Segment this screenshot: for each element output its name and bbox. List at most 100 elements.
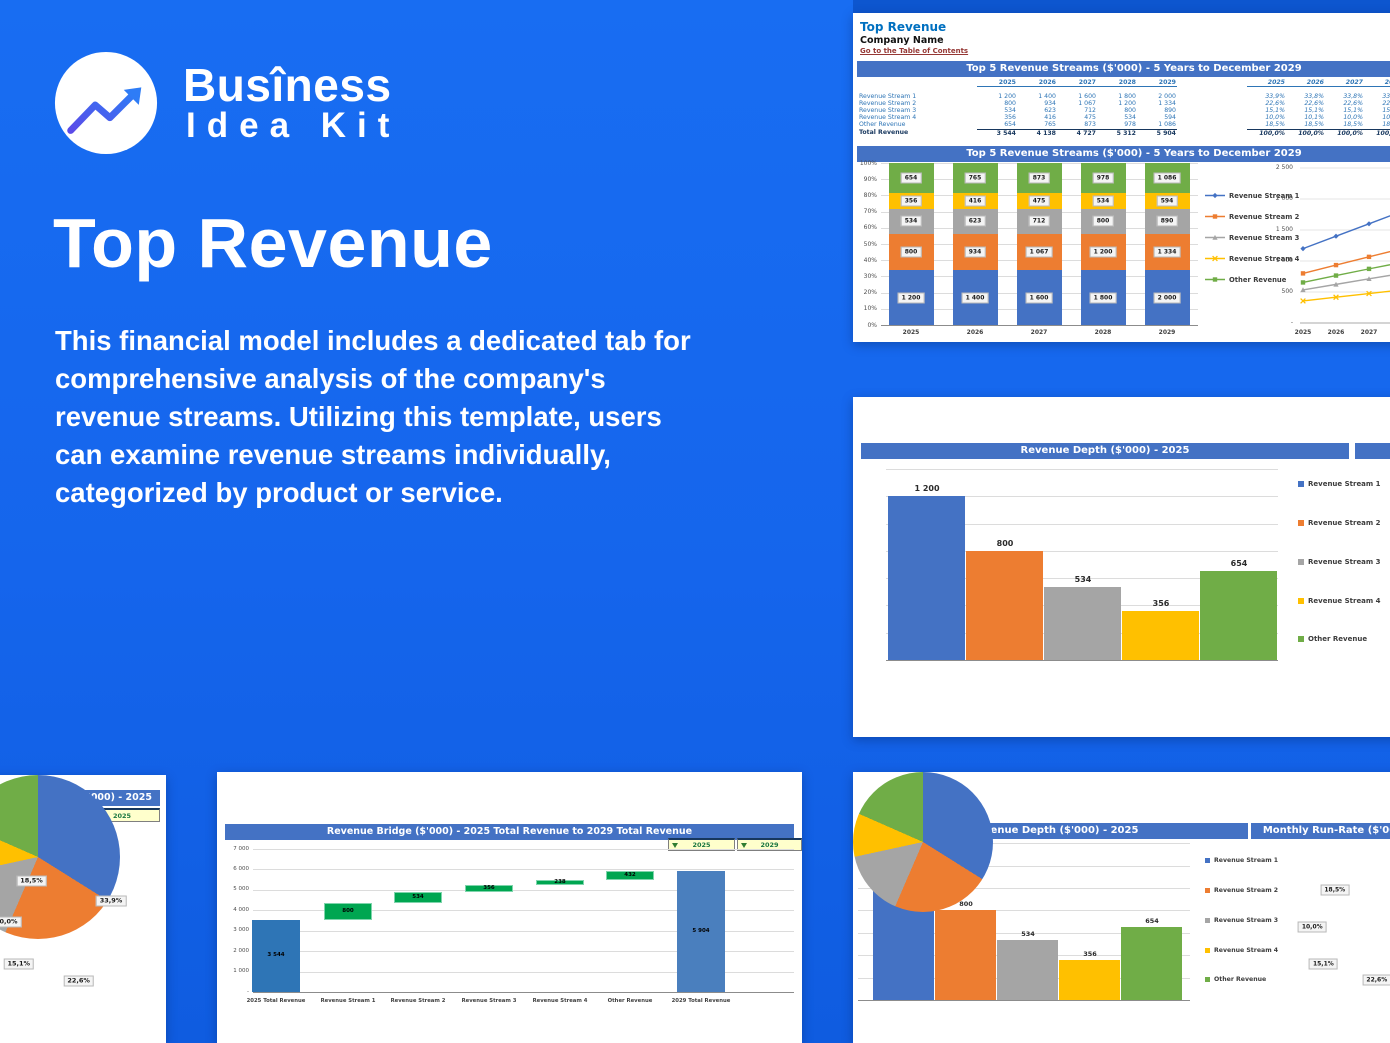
table-cell-pct: 33,8%: [1304, 93, 1324, 101]
legend-label: Revenue Stream 3: [1308, 558, 1381, 566]
gridline: [881, 292, 1198, 294]
column-bar: [966, 550, 1043, 660]
y-axis-tick: 10%: [863, 305, 877, 313]
bar-segment: [888, 233, 934, 271]
waterfall-bar-label: 432: [624, 872, 636, 879]
legend-marker: [1212, 234, 1218, 240]
legend-swatch: [1298, 520, 1304, 526]
y-axis-tick: 50%: [863, 240, 877, 248]
y-axis-tick: 2 500: [1275, 164, 1293, 171]
y-axis-tick: 1 500: [1275, 226, 1293, 233]
gridline: [881, 195, 1198, 197]
table-row-label: Total Revenue: [859, 129, 909, 137]
bar-label-chip: 934: [964, 246, 986, 258]
bar-segment: [952, 192, 998, 210]
table-cell-pct: 15,1%: [1304, 107, 1324, 115]
brand-name-line1: Busîness: [183, 59, 392, 111]
table-cell-pct: 22,6%: [1382, 100, 1390, 108]
bar-label-chip: 2 000: [1153, 292, 1181, 304]
x-axis-line: [881, 325, 1198, 326]
table-cell-pct: 33,8%: [1343, 93, 1363, 101]
bar-label-chip: 356: [900, 195, 922, 207]
bar-segment: [1016, 233, 1062, 271]
series-line: [1302, 264, 1390, 284]
year-filter-value: 2025: [112, 812, 132, 820]
y-axis-tick: 60%: [863, 224, 877, 232]
table-row: Revenue Stream 2 800 934 1 067 1 200 1 334 22,…: [859, 100, 1390, 107]
bar-segment: [952, 270, 998, 325]
legend-item: Revenue Stream 2: [1298, 519, 1381, 527]
y-axis-tick: 500: [1281, 288, 1293, 295]
legend-item: Revenue Stream 3: [1205, 917, 1278, 924]
series-marker: [1366, 254, 1372, 260]
table-of-contents-link[interactable]: Go to the Table of Contents: [860, 47, 969, 55]
table-cell-value: 1 600: [1078, 93, 1096, 101]
gridline: [253, 889, 794, 891]
legend-item: Revenue Stream 3: [1298, 558, 1381, 566]
gridline: [253, 992, 794, 993]
legend-swatch: [1205, 234, 1225, 240]
bar-label-chip: 800: [1092, 215, 1114, 227]
bar-segment: [1144, 209, 1190, 234]
bar-segment: [952, 209, 998, 234]
gridline: [881, 308, 1198, 310]
series-marker: [1333, 233, 1339, 239]
legend-swatch: [1298, 559, 1304, 565]
y-axis-tick: 6 000: [233, 865, 249, 872]
table-cell-pct: 100,0%: [1247, 128, 1286, 137]
x-axis-label: Revenue Stream 1: [320, 998, 376, 1004]
series-marker: [1300, 298, 1306, 304]
gridline: [253, 930, 794, 932]
bar-segment: [952, 233, 998, 271]
from-year-filter-dropdown[interactable]: 2025: [668, 838, 735, 851]
bar-segment: [952, 163, 998, 193]
bar-value-label: 800: [959, 900, 973, 909]
table-cell-value: 475: [1084, 114, 1096, 122]
series-line: [1302, 274, 1390, 291]
to-year-filter-dropdown[interactable]: 2029: [737, 838, 802, 851]
legend-marker: [1212, 255, 1218, 262]
table-row: Other Revenue 654 765 873 978 1 086 18,5% 18,5%…: [859, 121, 1390, 128]
bar-segment: [888, 163, 934, 193]
gridline: [858, 843, 1190, 845]
table-cell-value: 4 727: [1057, 128, 1097, 137]
table-cell-pct: 2025: [1247, 79, 1286, 87]
table-cell-value: 5 904: [1137, 128, 1177, 137]
gridline: [253, 951, 794, 953]
table-row: Revenue Stream 3 534 623 712 800 890 15,1% 15,1…: [859, 107, 1390, 114]
waterfall-bar-label: 800: [342, 907, 354, 914]
gridline: [881, 260, 1198, 262]
table-cell-value: 623: [1044, 107, 1056, 115]
table-cell-pct: 22,6%: [1343, 100, 1363, 108]
legend-swatch: [1205, 977, 1210, 982]
legend-item: Revenue Stream 1: [1298, 480, 1381, 488]
page-title: Top Revenue: [53, 204, 493, 282]
table-cell-value: 654: [1004, 121, 1016, 129]
series-line: [1302, 215, 1390, 250]
table-cell-value: 534: [1004, 107, 1016, 115]
gridline: [253, 971, 794, 973]
table-cell-value: 712: [1084, 107, 1096, 115]
series-marker: [1366, 276, 1372, 282]
gridline: [881, 244, 1198, 245]
gridline: [858, 865, 1190, 867]
bar-label-chip: 1 400: [961, 292, 989, 304]
y-axis-tick: -: [1290, 319, 1293, 326]
legend-label: Revenue Stream 3: [1214, 917, 1279, 924]
series-marker: [1366, 266, 1372, 272]
table-cell-pct: 22,6%: [1304, 100, 1324, 108]
y-axis-tick: 70%: [863, 208, 877, 216]
bar-segment: [888, 209, 934, 234]
gridline: [881, 276, 1198, 278]
series-marker: [1300, 287, 1306, 293]
table-cell-value: 2026: [1017, 79, 1057, 87]
series-marker: [1333, 262, 1339, 268]
waterfall-bar: [606, 871, 654, 881]
legend-item: Revenue Stream 3: [1205, 233, 1299, 242]
legend-label: Revenue Stream 1: [1214, 857, 1279, 864]
bar-segment: [1144, 270, 1190, 325]
x-axis-label: 2026: [966, 329, 984, 336]
table-cell-value: 765: [1044, 121, 1056, 129]
column-bar: [888, 496, 965, 660]
brand-logo: [52, 49, 160, 157]
